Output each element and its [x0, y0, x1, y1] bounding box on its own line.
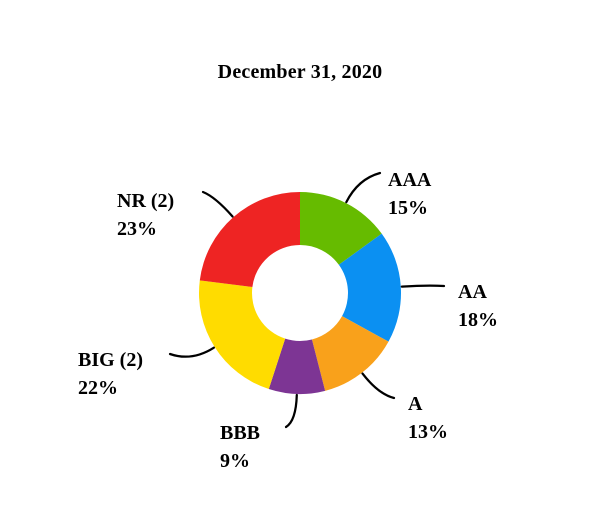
donut-segment-aa [338, 233, 402, 342]
segment-label-big: BIG (2) 22% [78, 346, 143, 402]
segment-label-bbb: BBB 9% [220, 419, 260, 475]
donut-segment-a [311, 316, 389, 391]
segment-percent: 13% [408, 421, 448, 443]
segment-percent: 22% [78, 377, 118, 399]
segment-name: A [408, 393, 423, 415]
leader-line-aaa [345, 171, 382, 204]
segment-label-aaa: AAA 15% [388, 166, 431, 222]
segment-name: AAA [388, 169, 432, 191]
donut-segment-bbb [268, 338, 326, 395]
donut-segment-aaa [300, 192, 382, 265]
segment-name: NR (2) [117, 190, 175, 212]
segment-label-nr: NR (2) 23% [117, 187, 174, 243]
segment-name: BBB [220, 422, 261, 444]
segment-percent: 9% [220, 450, 250, 472]
leader-line-big-2 [168, 346, 216, 358]
leader-line-nr-2 [201, 190, 234, 218]
segment-percent: 23% [117, 218, 157, 240]
donut-segment-nr-2 [199, 192, 300, 287]
leader-line-aa [400, 284, 446, 288]
chart-title: December 31, 2020 [217, 61, 383, 83]
segment-percent: 18% [458, 309, 498, 331]
leader-line-a [361, 372, 396, 400]
segment-name: AA [458, 281, 487, 303]
leader-line-bbb [284, 393, 298, 429]
segment-label-aa: AA 18% [458, 278, 498, 334]
segment-percent: 15% [388, 197, 428, 219]
segment-label-a: A 13% [408, 390, 448, 446]
donut-segment-big-2 [199, 280, 286, 390]
segment-name: BIG (2) [78, 349, 143, 371]
